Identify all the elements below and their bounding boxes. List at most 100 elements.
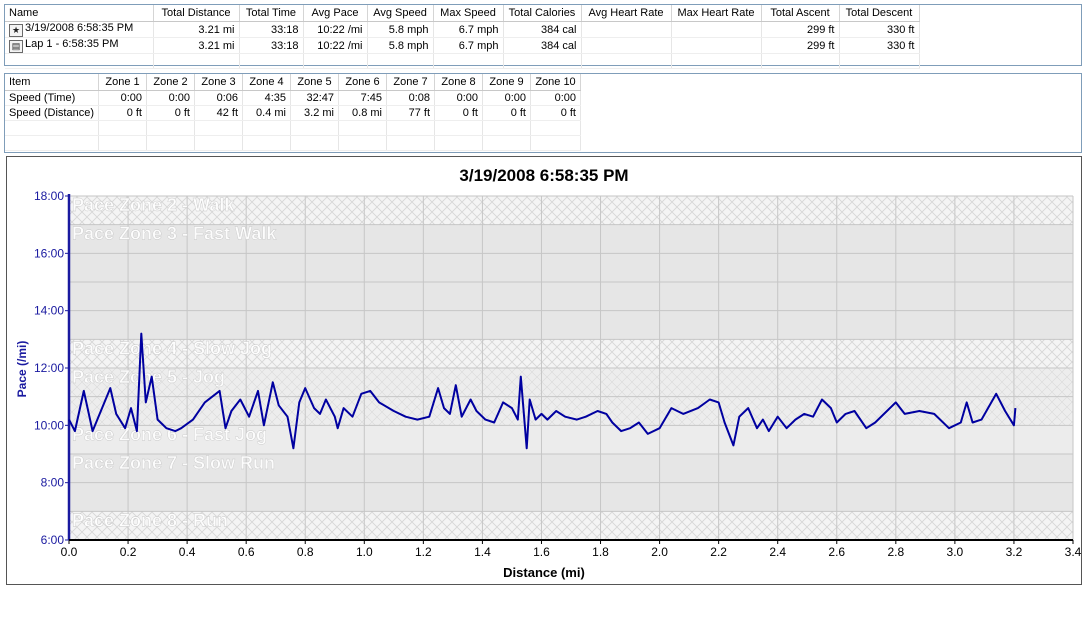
pace-zone-label: Pace Zone 5 - Jog [72,367,225,387]
x-tick-label: 0.8 [297,545,314,559]
cell-avg-pace: 10:22 /mi [303,21,368,38]
zone-cell-zone-4: 0.4 mi [242,105,291,121]
x-tick-label: 2.6 [828,545,845,559]
summary-row[interactable]: ★ 3/19/2008 6:58:35 PM 3.21 mi 33:18 10:22 /… [5,21,920,38]
zone-row[interactable]: Speed (Distance) 0 ft 0 ft 42 ft 0.4 mi 3.2 m… [5,105,581,121]
zone-cell-zone-10: 0 ft [530,105,581,121]
empty-cell [242,120,291,136]
empty-cell [290,135,339,151]
column-header-zone-4[interactable]: Zone 4 [242,74,291,91]
column-header-zone-1[interactable]: Zone 1 [98,74,147,91]
y-tick-label: 8:00 [41,476,65,490]
column-header-avg-pace[interactable]: Avg Pace [303,5,368,22]
column-header-zone-2[interactable]: Zone 2 [146,74,195,91]
pace-zone-label: Pace Zone 8 - Run [72,510,228,530]
x-tick-label: 0.0 [61,545,78,559]
cell-total-time: 33:18 [239,21,304,38]
column-header-total-distance[interactable]: Total Distance [153,5,240,22]
x-tick-label: 2.0 [651,545,668,559]
column-header-max-heart-rate[interactable]: Max Heart Rate [671,5,762,22]
x-tick-label: 3.2 [1006,545,1023,559]
zone-cell-zone-8: 0 ft [434,105,483,121]
pace-zone-label: Pace Zone 4 - Slow Jog [72,338,272,358]
row-name-text: 3/19/2008 6:58:35 PM [25,22,134,34]
empty-row [5,135,581,151]
cell-avg-speed: 5.8 mph [367,21,434,38]
x-tick-label: 2.4 [769,545,786,559]
empty-cell [433,53,504,69]
pace-zone-label: Pace Zone 6 - Fast Jog [72,424,267,444]
cell-avg-speed: 5.8 mph [367,37,434,54]
empty-cell [581,53,672,69]
column-header-max-speed[interactable]: Max Speed [433,5,504,22]
empty-cell [242,135,291,151]
zone-cell-zone-8: 0:00 [434,90,483,106]
zone-cell-zone-4: 4:35 [242,90,291,106]
column-header-zone-10[interactable]: Zone 10 [530,74,581,91]
x-tick-label: 1.8 [592,545,609,559]
zone-cell-zone-1: 0 ft [98,105,147,121]
row-name-cell: ★ 3/19/2008 6:58:35 PM [5,21,154,38]
zone-row[interactable]: Speed (Time) 0:00 0:00 0:06 4:35 32:47 7:45 0:0… [5,90,581,106]
empty-cell [290,120,339,136]
x-tick-label: 1.6 [533,545,550,559]
empty-row [5,53,920,69]
empty-cell [434,120,483,136]
cell-max-speed: 6.7 mph [433,37,504,54]
cell-max-heart-rate [671,37,762,54]
pace-zone-band [69,511,1073,540]
cell-total-descent: 330 ft [839,21,920,38]
cell-total-ascent: 299 ft [761,21,840,38]
lap-icon: ▤ [9,40,23,53]
cell-total-ascent: 299 ft [761,37,840,54]
row-name-cell: ▤ Lap 1 - 6:58:35 PM [5,37,154,54]
zone-cell-zone-9: 0:00 [482,90,531,106]
cell-total-distance: 3.21 mi [153,37,240,54]
zone-cell-zone-2: 0:00 [146,90,195,106]
pace-zone-band [69,425,1073,454]
column-header-total-time[interactable]: Total Time [239,5,304,22]
zone-cell-zone-2: 0 ft [146,105,195,121]
empty-cell [367,53,434,69]
column-header-avg-heart-rate[interactable]: Avg Heart Rate [581,5,672,22]
column-header-item[interactable]: Item [5,74,99,91]
y-tick-label: 14:00 [34,304,64,318]
column-header-zone-9[interactable]: Zone 9 [482,74,531,91]
column-header-zone-6[interactable]: Zone 6 [338,74,387,91]
empty-cell [153,53,240,69]
column-header-zone-5[interactable]: Zone 5 [290,74,339,91]
pace-zone-label: Pace Zone 2 - Walk [72,195,235,215]
empty-cell [434,135,483,151]
column-header-avg-speed[interactable]: Avg Speed [367,5,434,22]
empty-cell [671,53,762,69]
empty-cell [386,135,435,151]
empty-cell [303,53,368,69]
pace-series-line [68,332,1017,450]
empty-cell [761,53,840,69]
summary-row[interactable]: ▤ Lap 1 - 6:58:35 PM 3.21 mi 33:18 10:22 /mi… [5,37,920,54]
column-header-zone-3[interactable]: Zone 3 [194,74,243,91]
column-header-total-calories[interactable]: Total Calories [503,5,582,22]
pace-chart: Pace Zone 2 - Walk Pace Zone 3 - Fast Wal… [6,156,1082,585]
y-tick-label: 16:00 [34,246,64,260]
x-tick-label: 3.0 [947,545,964,559]
x-tick-label: 2.2 [710,545,727,559]
empty-cell [482,135,531,151]
x-tick-label: 0.2 [120,545,137,559]
column-header-zone-8[interactable]: Zone 8 [434,74,483,91]
column-header-name[interactable]: Name [5,5,154,22]
column-header-total-descent[interactable]: Total Descent [839,5,920,22]
zones-grid: Item Zone 1 Zone 2 Zone 3 Zone 4 Zone 5 Zone 6… [4,73,1082,153]
zone-cell-zone-7: 77 ft [386,105,435,121]
zone-item-label: Speed (Time) [5,90,99,106]
x-tick-label: 0.6 [238,545,255,559]
cell-total-time: 33:18 [239,37,304,54]
column-header-zone-7[interactable]: Zone 7 [386,74,435,91]
empty-cell [146,135,195,151]
zone-item-label: Speed (Distance) [5,105,99,121]
column-header-total-ascent[interactable]: Total Ascent [761,5,840,22]
empty-cell [503,53,582,69]
zone-cell-zone-10: 0:00 [530,90,581,106]
x-axis-label: Distance (mi) [503,565,585,580]
x-tick-label: 1.4 [474,545,491,559]
